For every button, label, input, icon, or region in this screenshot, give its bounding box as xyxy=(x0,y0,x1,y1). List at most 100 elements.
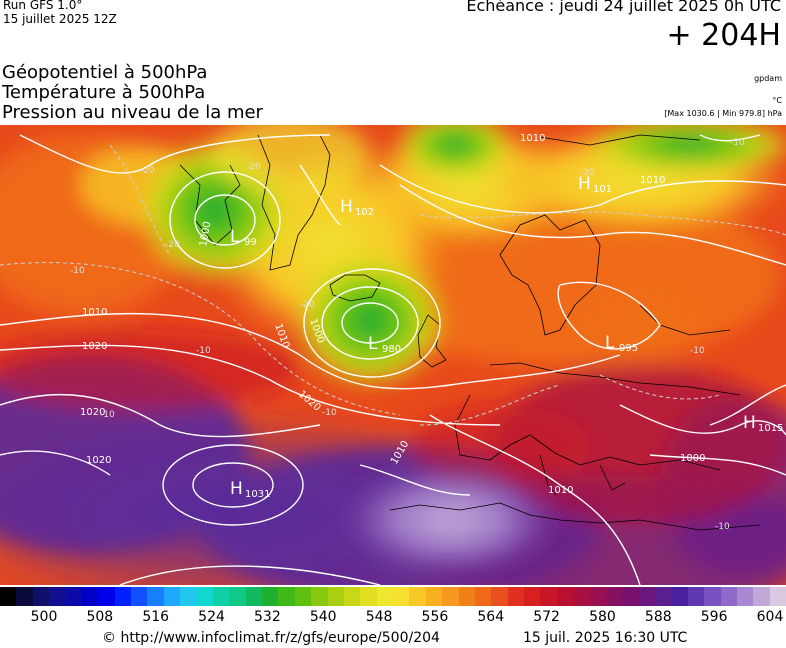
svg-text:L: L xyxy=(368,334,378,354)
color-swatch xyxy=(704,587,721,606)
color-swatch xyxy=(376,587,393,606)
coastlines xyxy=(179,134,761,531)
isobar-label: 1000 xyxy=(198,221,213,248)
param-pressure: Pression au niveau de la mer xyxy=(2,102,263,123)
weather-map[interactable]: 1010 1020 1020 1020 1010 1000 1010 1020 … xyxy=(0,125,786,585)
color-swatch xyxy=(278,587,295,606)
color-swatch xyxy=(474,587,492,606)
color-swatch xyxy=(212,587,230,606)
isohypses xyxy=(0,134,786,585)
temp-label: -20 xyxy=(580,168,595,178)
scale-tick-label: 532 xyxy=(254,609,281,625)
color-swatch xyxy=(556,587,574,606)
scale-tick-label: 500 xyxy=(30,609,58,625)
temp-label: -10 xyxy=(100,410,115,420)
color-swatch xyxy=(687,587,705,606)
color-swatch xyxy=(229,587,246,606)
color-swatch xyxy=(311,587,328,606)
generation-timestamp: 15 juil. 2025 16:30 UTC xyxy=(523,630,688,646)
lead-time: + 204H xyxy=(666,18,782,53)
temp-label: -20 xyxy=(165,240,180,250)
high-pressure-center: H 102 xyxy=(340,197,374,218)
scale-tick-label: 588 xyxy=(644,609,672,625)
color-swatch xyxy=(409,587,426,606)
svg-text:101: 101 xyxy=(593,184,612,195)
color-swatch xyxy=(16,587,33,606)
temp-label: -10 xyxy=(70,266,85,276)
temp-label: -20 xyxy=(140,166,155,176)
color-swatch xyxy=(638,587,655,606)
scale-tick-label: 508 xyxy=(86,609,114,625)
scale-tick-label: 572 xyxy=(533,609,560,625)
svg-text:H: H xyxy=(340,197,353,217)
high-pressure-center: H 1015 xyxy=(743,413,783,434)
color-swatch xyxy=(491,587,508,606)
color-swatch xyxy=(605,587,623,606)
svg-text:1031: 1031 xyxy=(245,489,270,500)
color-swatch xyxy=(196,587,213,606)
temp-label: -20 xyxy=(300,300,315,310)
svg-text:1015: 1015 xyxy=(758,423,783,434)
scale-tick-label: 524 xyxy=(198,609,225,625)
unit-geopotential: gpdam xyxy=(754,74,782,83)
source-credit: © http://www.infoclimat.fr/z/gfs/europe/… xyxy=(102,630,440,646)
color-swatch xyxy=(671,587,688,606)
color-swatch xyxy=(98,587,115,606)
color-swatch xyxy=(32,587,50,606)
color-swatch xyxy=(589,587,606,606)
color-swatch xyxy=(540,587,557,606)
isobar-label: 1020 xyxy=(82,341,107,352)
color-swatch xyxy=(262,587,279,606)
color-swatch xyxy=(131,587,148,606)
isobar-label: 1020 xyxy=(80,407,105,418)
color-swatch xyxy=(114,587,131,606)
run-date: 15 juillet 2025 12Z xyxy=(3,12,117,26)
low-pressure-center: L 99 xyxy=(230,227,257,248)
isobar-label: 1000 xyxy=(680,453,705,464)
color-swatch xyxy=(327,587,344,606)
low-pressure-center: L 995 xyxy=(605,333,638,354)
color-swatch xyxy=(180,587,197,606)
color-swatch xyxy=(343,587,361,606)
color-swatch xyxy=(507,587,524,606)
temp-label: -20 xyxy=(246,162,261,172)
temp-label: -10 xyxy=(730,138,745,148)
valid-time: Echéance : jeudi 24 juillet 2025 0h UTC xyxy=(466,0,781,15)
color-swatch xyxy=(294,587,312,606)
isobar-label: 1010 xyxy=(640,175,665,186)
color-swatch xyxy=(753,587,770,606)
svg-text:H: H xyxy=(578,174,591,194)
scale-tick-label: 604 xyxy=(756,609,784,625)
color-swatch xyxy=(49,587,66,606)
color-swatch xyxy=(442,587,459,606)
temp-label: -10 xyxy=(322,408,337,418)
color-swatch xyxy=(81,587,99,606)
color-swatch xyxy=(163,587,181,606)
pressure-centres: H 1031 H 1015 H 102 H 101 L 980 L 995 xyxy=(230,174,783,500)
color-swatch xyxy=(360,587,377,606)
color-swatch xyxy=(736,587,754,606)
color-swatch xyxy=(65,587,82,606)
temp-label: -10 xyxy=(715,522,730,532)
temp-label-layer: -20 -20 -20 -10 -10 -10 -10 -20 -10 -20 … xyxy=(70,138,745,532)
color-swatch xyxy=(245,587,262,606)
color-swatch xyxy=(0,587,17,606)
color-swatch xyxy=(769,587,786,606)
color-swatch xyxy=(720,587,737,606)
isobar-label: 1010 xyxy=(82,307,107,318)
isotherms xyxy=(0,144,786,426)
param-geopotential: Géopotentiel à 500hPa xyxy=(2,62,208,83)
param-temperature: Température à 500hPa xyxy=(2,82,206,103)
color-scale-ticks: 500 508 516 524 532 540 548 556 564 572 580 588 596 6… xyxy=(0,609,786,627)
scale-tick-label: 564 xyxy=(477,609,505,625)
run-label: Run GFS 1.0° xyxy=(3,0,83,12)
scale-tick-label: 556 xyxy=(421,609,449,625)
scale-tick-label: 540 xyxy=(309,609,337,625)
unit-temperature: °C xyxy=(772,96,782,105)
isobar-label: 1010 xyxy=(520,133,545,144)
low-pressure-center: L 980 xyxy=(368,334,401,355)
unit-pressure: [Max 1030.6 | Min 979.8] hPa xyxy=(664,109,782,118)
scale-tick-label: 548 xyxy=(365,609,393,625)
svg-text:980: 980 xyxy=(382,344,401,355)
svg-text:102: 102 xyxy=(355,207,374,218)
